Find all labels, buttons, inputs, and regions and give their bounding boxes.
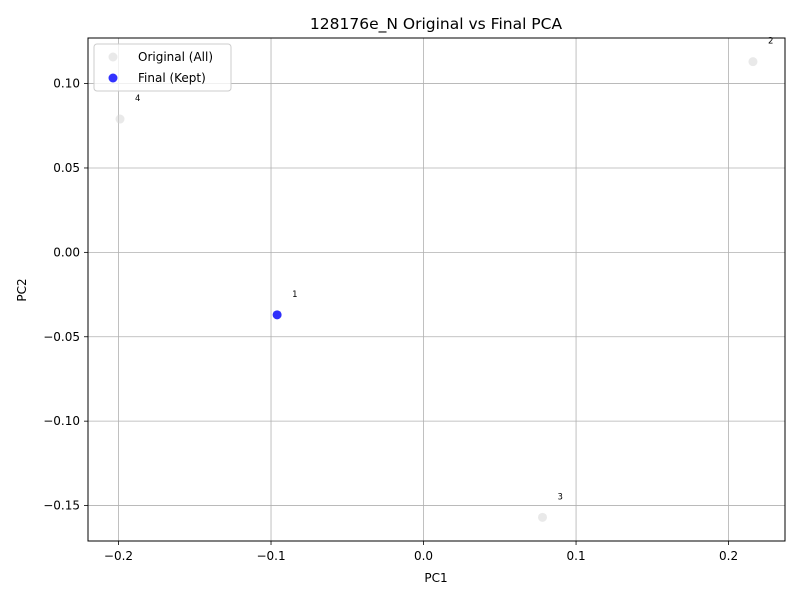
y-tick-label: 0.05 [53,161,80,175]
data-point-label: 3 [557,492,562,502]
legend-label-final: Final (Kept) [138,71,206,85]
legend-marker-final [108,73,118,83]
data-point-label: 2 [768,37,773,47]
data-point-label: 1 [292,290,297,300]
legend-box [93,43,232,92]
x-tick-label: −0.2 [104,549,133,563]
data-point [748,57,758,67]
legend-marker-original [108,52,118,62]
y-tick-label: 0.00 [53,245,80,259]
y-tick-label: −0.05 [43,330,80,344]
legend: Original (All) Final (Kept) [93,43,232,92]
axis-ticks: −0.2 −0.1 0.0 0.1 0.2 −0.15 −0.10 −0.05 0.00 0.05… [43,77,738,563]
data-points: 1 2 3 4 [115,37,773,522]
data-point [115,114,125,124]
data-point-label: 4 [135,94,140,104]
y-tick-label: 0.10 [53,77,80,91]
x-axis-label: PC1 [424,571,447,585]
y-tick-label: −0.15 [43,499,80,513]
y-tick-label: −0.10 [43,414,80,428]
grid [88,38,785,541]
x-tick-label: 0.2 [719,549,738,563]
x-tick-label: 0.0 [414,549,433,563]
x-tick-label: −0.1 [256,549,285,563]
data-point [537,512,547,522]
data-point [272,310,282,320]
y-axis-label: PC2 [15,278,29,301]
plot-frame [87,37,786,542]
chart-title: 128176e_N Original vs Final PCA [310,15,563,34]
legend-label-original: Original (All) [138,50,213,64]
x-tick-label: 0.1 [567,549,586,563]
